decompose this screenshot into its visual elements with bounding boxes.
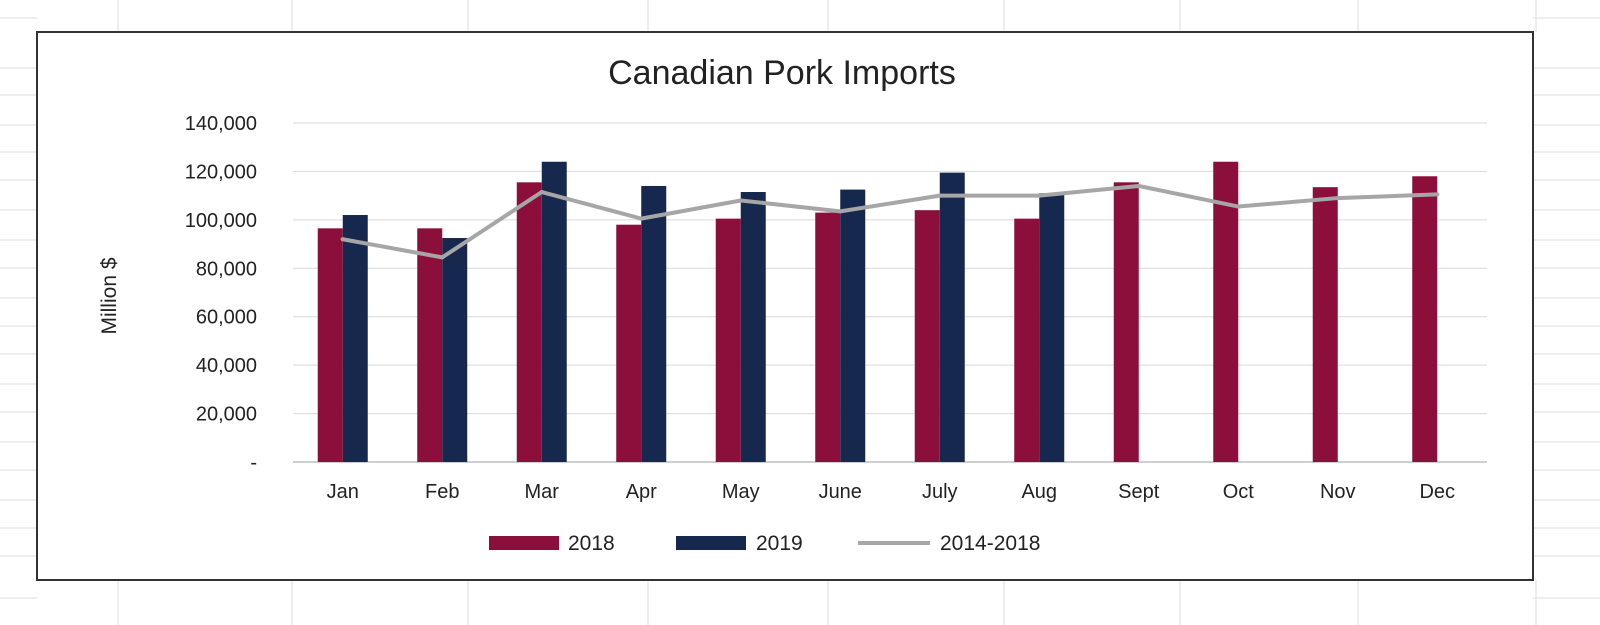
x-tick-label: June xyxy=(819,481,862,503)
legend-swatch-2019 xyxy=(676,536,746,550)
y-tick-label: 100,000 xyxy=(185,210,257,232)
line-point-2014-2018-Apr xyxy=(639,216,644,221)
bar-2019-June xyxy=(840,189,866,462)
bar-2018-July xyxy=(914,210,940,462)
x-tick-label: Aug xyxy=(1021,481,1057,503)
line-point-2014-2018-July xyxy=(937,193,942,198)
y-tick-label: 40,000 xyxy=(196,355,257,377)
line-point-2014-2018-Dec xyxy=(1435,192,1440,197)
chart-title: Canadian Pork Imports xyxy=(608,54,956,92)
chart-frame xyxy=(36,31,1534,581)
y-tick-label: 140,000 xyxy=(185,113,257,135)
bar-2019-Aug xyxy=(1039,193,1065,462)
y-tick-labels: - 20,000 40,000 60,000 80,000 100,000 120,000 1… xyxy=(185,113,257,474)
bar-2018-Sept xyxy=(1113,182,1139,462)
bar-2018-Apr xyxy=(616,224,642,462)
y-tick-label: - xyxy=(250,452,257,474)
legend-swatch-2018 xyxy=(489,536,559,550)
bars xyxy=(317,161,1438,463)
bar-2018-Nov xyxy=(1312,187,1338,463)
bar-2019-July xyxy=(939,172,965,462)
x-tick-label: Apr xyxy=(626,481,657,503)
x-tick-label: May xyxy=(722,481,760,503)
x-tick-label: Mar xyxy=(525,481,560,503)
x-tick-label: July xyxy=(922,481,958,503)
bar-2018-May xyxy=(715,218,741,462)
x-tick-label: Dec xyxy=(1419,481,1455,503)
bar-2019-May xyxy=(740,192,766,462)
bar-2018-Dec xyxy=(1412,176,1438,462)
bar-2018-Aug xyxy=(1014,218,1040,462)
line-2014-2018 xyxy=(340,183,1440,260)
x-tick-label: Feb xyxy=(425,481,459,503)
x-tick-label: Jan xyxy=(327,481,359,503)
bar-2018-Mar xyxy=(516,182,542,462)
line-point-2014-2018-May xyxy=(738,198,743,203)
line-point-2014-2018-June xyxy=(838,209,843,214)
legend-label-2018: 2018 xyxy=(568,532,615,555)
x-tick-label: Oct xyxy=(1223,481,1255,503)
bar-2019-Mar xyxy=(541,161,567,462)
bar-2018-Feb xyxy=(417,228,443,462)
x-tick-labels: Jan Feb Mar Apr May June July Aug Sept Oct Nov Dec xyxy=(327,481,1455,503)
x-tick-label: Nov xyxy=(1320,481,1356,503)
y-tick-label: 20,000 xyxy=(196,404,257,426)
x-tick-label: Sept xyxy=(1118,481,1160,503)
bar-2018-June xyxy=(815,212,841,462)
line-point-2014-2018-Jan xyxy=(340,237,345,242)
y-tick-label: 80,000 xyxy=(196,258,257,280)
line-point-2014-2018-Sept xyxy=(1136,183,1141,188)
y-axis-label: Million $ xyxy=(98,257,121,334)
y-tick-label: 60,000 xyxy=(196,307,257,329)
line-series xyxy=(340,183,1440,260)
line-point-2014-2018-Aug xyxy=(1037,193,1042,198)
line-point-2014-2018-Feb xyxy=(440,255,445,260)
line-point-2014-2018-Nov xyxy=(1335,196,1340,201)
bar-2018-Jan xyxy=(317,228,343,462)
bar-2019-Jan xyxy=(342,215,368,462)
legend: 2018 2019 2014-2018 xyxy=(489,532,1040,555)
bar-2019-Feb xyxy=(442,238,468,462)
line-point-2014-2018-Mar xyxy=(539,190,544,195)
line-point-2014-2018-Oct xyxy=(1236,204,1241,209)
legend-label-2014-2018: 2014-2018 xyxy=(940,532,1040,555)
bar-2018-Oct xyxy=(1213,161,1239,462)
y-tick-label: 120,000 xyxy=(185,161,257,183)
gridlines xyxy=(293,122,1487,463)
bar-2019-Apr xyxy=(641,185,667,462)
legend-label-2019: 2019 xyxy=(756,532,803,555)
